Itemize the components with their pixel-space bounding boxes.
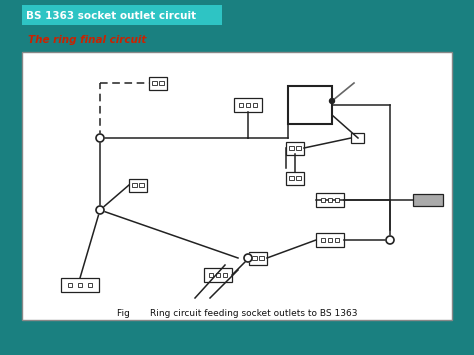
Bar [61, 278, 99, 292]
Bar [22, 5, 222, 25]
Bar [286, 171, 304, 185]
Bar [204, 268, 232, 282]
Bar [78, 283, 82, 287]
Bar [22, 52, 452, 320]
Bar [289, 176, 294, 180]
Bar [88, 283, 92, 287]
Bar [321, 198, 325, 202]
Bar [289, 146, 294, 150]
Bar [296, 176, 301, 180]
Bar [68, 283, 72, 287]
Bar [129, 179, 147, 191]
Circle shape [329, 98, 335, 104]
Bar [253, 103, 257, 107]
Bar [335, 238, 339, 242]
Bar [152, 81, 157, 85]
Bar [321, 238, 325, 242]
Bar [239, 103, 243, 107]
Bar [234, 98, 262, 112]
Bar [223, 273, 227, 277]
Bar [316, 193, 344, 207]
Bar [252, 256, 257, 260]
Circle shape [96, 206, 104, 214]
Text: BS 1363 socket outlet circuit: BS 1363 socket outlet circuit [26, 11, 196, 21]
Bar [296, 146, 301, 150]
Bar [328, 198, 332, 202]
Bar [288, 86, 332, 124]
Bar [286, 142, 304, 154]
Circle shape [244, 254, 252, 262]
Bar [352, 133, 365, 143]
Bar [249, 251, 267, 264]
Text: The ring final circuit: The ring final circuit [28, 35, 146, 45]
Bar [335, 198, 339, 202]
Bar [216, 273, 220, 277]
Bar [246, 103, 250, 107]
Bar [149, 76, 167, 89]
Bar [413, 194, 443, 206]
Circle shape [96, 134, 104, 142]
Bar [259, 256, 264, 260]
Bar [316, 233, 344, 247]
Bar [159, 81, 164, 85]
Circle shape [386, 236, 394, 244]
Bar [209, 273, 213, 277]
Bar [132, 183, 137, 187]
Bar [139, 183, 144, 187]
Text: Fig       Ring circuit feeding socket outlets to BS 1363: Fig Ring circuit feeding socket outlets … [117, 308, 357, 317]
Bar [328, 238, 332, 242]
